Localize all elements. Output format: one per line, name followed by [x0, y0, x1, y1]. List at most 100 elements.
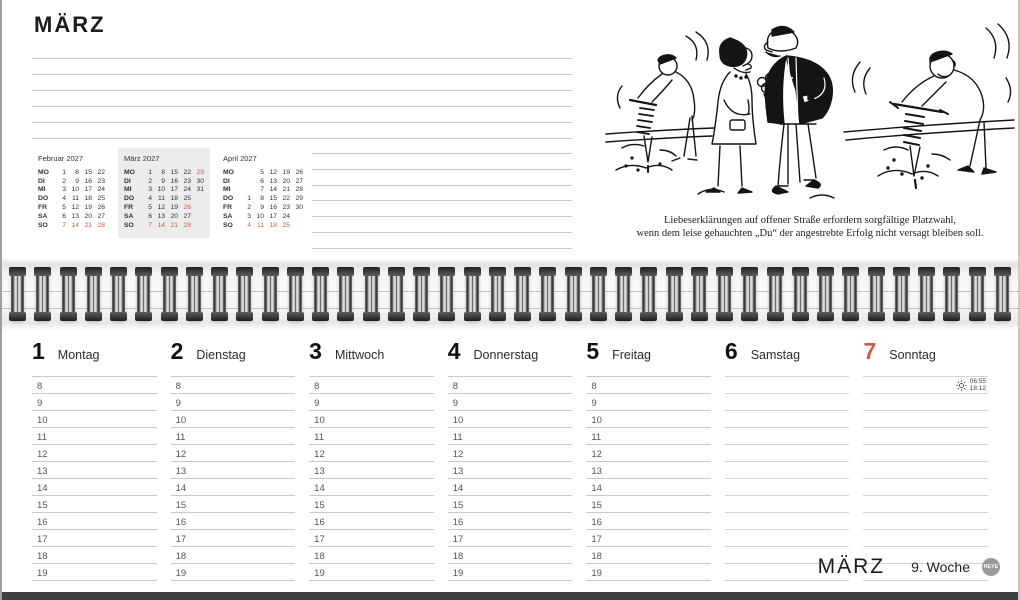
hour-row[interactable]: 18 [586, 547, 711, 564]
hour-row[interactable]: 14 [447, 479, 573, 496]
hour-row[interactable]: 19 [447, 564, 573, 581]
hour-row[interactable]: 12 [447, 445, 573, 462]
hour-row[interactable]: 11 [586, 428, 711, 445]
mini-calendar-date: 5 [62, 204, 66, 212]
hour-row[interactable]: 11 [447, 428, 573, 445]
hour-row[interactable] [863, 496, 989, 513]
hour-row[interactable]: 18 [447, 547, 573, 564]
hour-row[interactable]: 10 [170, 411, 296, 428]
hour-row[interactable]: 10 [32, 411, 157, 428]
hour-row[interactable]: 13 [447, 462, 573, 479]
hour-row[interactable]: 12 [32, 445, 157, 462]
hour-row[interactable]: 10 [586, 411, 711, 428]
hour-row[interactable] [863, 547, 989, 564]
hour-row[interactable]: 16 [309, 513, 434, 530]
hour-row[interactable]: 14 [586, 479, 711, 496]
hour-row[interactable]: 8 [309, 376, 434, 394]
hour-row[interactable]: 12 [586, 445, 711, 462]
mini-calendar-date: 15 [84, 168, 92, 176]
hour-row[interactable]: 19 [309, 564, 434, 581]
hour-row[interactable]: 8 [32, 376, 157, 394]
hour-row[interactable]: 16 [32, 513, 157, 530]
hour-row[interactable]: 9 [447, 394, 573, 411]
mini-calendar-date: 18 [84, 195, 92, 203]
day-column-dienstag: 2 Dienstag 8 9 10 11 12 13 14 15 16 17 18 19 [170, 330, 296, 581]
hour-row[interactable]: 11 [309, 428, 434, 445]
hour-row[interactable]: 12 [309, 445, 434, 462]
hour-row[interactable] [724, 376, 850, 394]
spiral-coil [564, 267, 582, 321]
hour-row[interactable]: 15 [447, 496, 573, 513]
hour-row[interactable]: 16 [170, 513, 296, 530]
hour-row[interactable]: 11 [32, 428, 157, 445]
hour-row[interactable]: 18 [170, 547, 296, 564]
hour-row[interactable]: 18 [32, 547, 157, 564]
hour-row[interactable] [863, 564, 989, 581]
hour-row[interactable] [724, 445, 850, 462]
spiral-coil [286, 267, 304, 321]
hour-row[interactable]: 14 [170, 479, 296, 496]
hour-label: 10 [37, 415, 48, 426]
hour-row[interactable]: 14 [309, 479, 434, 496]
hour-row[interactable]: 13 [170, 462, 296, 479]
hour-row[interactable]: 8 [170, 376, 296, 394]
hour-row[interactable]: 14 [32, 479, 157, 496]
hour-row[interactable]: 15 [170, 496, 296, 513]
hour-row[interactable] [724, 462, 850, 479]
mini-calendar-date: 20 [84, 212, 92, 220]
hour-row[interactable]: 10 [309, 411, 434, 428]
hour-row[interactable] [724, 513, 850, 530]
mini-calendar-date: 6 [148, 212, 152, 220]
day-hour-grid: 8 9 10 11 12 13 14 15 16 17 18 19 [170, 376, 296, 581]
hour-row[interactable]: 19 [170, 564, 296, 581]
hour-row[interactable]: 9 [586, 394, 711, 411]
hour-row[interactable] [724, 479, 850, 496]
hour-row[interactable] [863, 428, 989, 445]
hour-row[interactable] [724, 547, 850, 564]
hour-row[interactable]: 19 [32, 564, 157, 581]
hour-row[interactable] [724, 496, 850, 513]
hour-row[interactable]: 13 [309, 462, 434, 479]
hour-row[interactable]: 15 [586, 496, 711, 513]
hour-row[interactable]: 16 [586, 513, 711, 530]
hour-row[interactable] [863, 530, 989, 547]
hour-row[interactable]: 13 [586, 462, 711, 479]
hour-row[interactable]: 15 [309, 496, 434, 513]
hour-row[interactable] [724, 564, 850, 581]
hour-row[interactable]: 12 [170, 445, 296, 462]
hour-row[interactable]: 17 [447, 530, 573, 547]
hour-row[interactable] [863, 513, 989, 530]
hour-row[interactable] [724, 411, 850, 428]
hour-row[interactable]: 11 [170, 428, 296, 445]
hour-row[interactable] [863, 479, 989, 496]
hour-row[interactable]: 13 [32, 462, 157, 479]
hour-row[interactable]: 8 [586, 376, 711, 394]
hour-row[interactable]: 8 [447, 376, 573, 394]
spiral-coil [968, 267, 986, 321]
hour-row[interactable] [863, 445, 989, 462]
hour-row[interactable]: 15 [32, 496, 157, 513]
hour-row[interactable] [863, 394, 989, 411]
footer: MÄRZ 9. Woche HEYE [818, 555, 1000, 579]
hour-label: 9 [175, 398, 181, 409]
hour-row[interactable]: 17 [170, 530, 296, 547]
hour-row[interactable]: 06:55 18:12 [863, 376, 989, 394]
hour-row[interactable] [863, 411, 989, 428]
hour-row[interactable]: 9 [32, 394, 157, 411]
hour-row[interactable] [863, 462, 989, 479]
hour-row[interactable]: 19 [586, 564, 711, 581]
hour-row[interactable]: 17 [32, 530, 157, 547]
hour-row[interactable]: 17 [586, 530, 711, 547]
hour-row[interactable]: 9 [309, 394, 434, 411]
hour-row[interactable]: 18 [309, 547, 434, 564]
mini-calendar-row: DI 2 9 16 23 [38, 177, 105, 186]
hour-label: 13 [314, 466, 325, 477]
hour-row[interactable]: 9 [170, 394, 296, 411]
hour-row[interactable] [724, 394, 850, 411]
hour-row[interactable]: 17 [309, 530, 434, 547]
hour-label: 16 [591, 517, 602, 528]
hour-row[interactable] [724, 530, 850, 547]
hour-row[interactable]: 16 [447, 513, 573, 530]
hour-row[interactable]: 10 [447, 411, 573, 428]
hour-row[interactable] [724, 428, 850, 445]
